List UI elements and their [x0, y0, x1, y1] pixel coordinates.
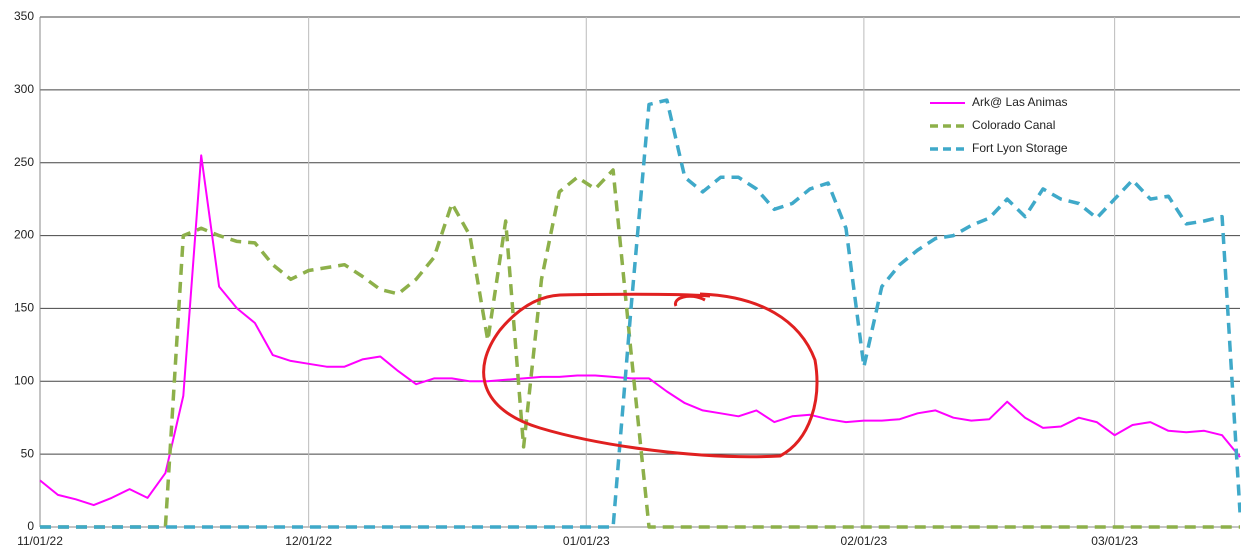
y-tick-label: 150: [14, 301, 34, 315]
y-tick-label: 50: [21, 446, 35, 460]
y-tick-label: 300: [14, 82, 34, 96]
y-tick-label: 200: [14, 228, 34, 242]
x-tick-label: 03/01/23: [1091, 534, 1138, 548]
x-tick-label: 02/01/23: [841, 534, 888, 548]
annotation-circle: [482, 292, 819, 459]
series-line: [40, 168, 1240, 529]
legend-label: Fort Lyon Storage: [972, 141, 1068, 155]
legend-label: Colorado Canal: [972, 118, 1055, 132]
series-line: [40, 98, 1241, 529]
y-tick-label: 0: [27, 519, 34, 533]
legend-label: Ark@ Las Animas: [972, 95, 1068, 109]
x-tick-label: 01/01/23: [563, 534, 610, 548]
x-tick-label: 11/01/22: [17, 534, 63, 548]
plot: 0 50 100 150 200 250 300 350 11/01/22 12/01/22 01/…: [14, 9, 1241, 548]
x-tick-label: 12/01/22: [285, 534, 332, 548]
y-tick-label: 100: [14, 373, 34, 387]
y-tick-label: 250: [14, 155, 34, 169]
series-line: [39, 154, 1241, 507]
y-tick-label: 350: [14, 9, 34, 23]
